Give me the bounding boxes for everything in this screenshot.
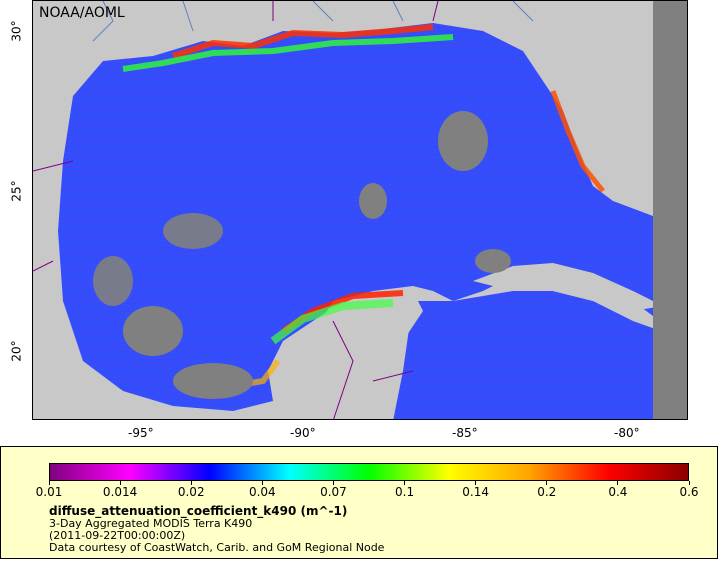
colorbar-tickmark xyxy=(404,481,406,485)
colorbar-tick-label: 0.14 xyxy=(462,485,490,499)
no-data-patch xyxy=(173,363,253,399)
colorbar-tick-label: 0.2 xyxy=(537,485,557,499)
no-data-patch xyxy=(163,213,223,249)
dataset-name: 3-Day Aggregated MODIS Terra K490 xyxy=(49,517,253,530)
no-data-patch xyxy=(475,249,511,273)
lat-label-25: 25° xyxy=(9,180,24,202)
map-canvas xyxy=(33,1,687,419)
colorbar-tickmark xyxy=(617,481,619,485)
variable-name: diffuse_attenuation_coefficient_k490 (m^… xyxy=(49,504,348,518)
yucatan-green-band xyxy=(270,299,394,345)
lon-label-85: -85° xyxy=(452,426,478,440)
cuba-island xyxy=(473,263,663,311)
colorbar-tickmark xyxy=(190,481,192,485)
colorbar-tickmark xyxy=(119,481,121,485)
data-courtesy: Data courtesy of CoastWatch, Carib. and … xyxy=(49,541,385,554)
colorbar-tickmark xyxy=(261,481,263,485)
colorbar xyxy=(49,463,689,481)
colorbar-tick-label: 0.014 xyxy=(102,485,138,499)
no-data-patch xyxy=(93,256,133,306)
colorbar-tickmark xyxy=(475,481,477,485)
legend-panel: 0.01 0.014 0.02 0.04 0.07 0.1 0.14 0.2 0.4 0.6 di… xyxy=(0,446,718,559)
colorbar-tick-label: 0.4 xyxy=(608,485,628,499)
map-credit: NOAA/AOML xyxy=(39,5,125,21)
colorbar-tick-label: 0.6 xyxy=(679,485,699,499)
colorbar-tickmark xyxy=(48,481,50,485)
lon-label-90: -90° xyxy=(290,426,316,440)
lat-label-30: 30° xyxy=(9,20,24,42)
no-data-patch xyxy=(123,306,183,356)
colorbar-tick-label: 0.1 xyxy=(395,485,415,499)
north-coast-green-band xyxy=(122,34,454,72)
yucatan-peninsula xyxy=(283,291,423,419)
time-stamp: (2011-09-22T00:00:00Z) xyxy=(49,529,186,542)
lat-label-20: 20° xyxy=(9,340,24,362)
map-plot-area[interactable]: NOAA/AOML xyxy=(32,0,688,420)
lon-label-80: -80° xyxy=(614,426,640,440)
florida-peninsula xyxy=(533,21,653,201)
florida-west-coast-high-k490 xyxy=(550,90,605,193)
no-data-patch xyxy=(653,1,687,419)
colorbar-tick-label: 0.01 xyxy=(35,485,63,499)
no-data-patch xyxy=(438,111,488,171)
caribbean-water xyxy=(393,291,687,419)
northern-coast-high-k490 xyxy=(172,24,434,59)
boundary-line xyxy=(33,1,439,419)
river-line xyxy=(92,1,534,42)
colorbar-tick-label: 0.04 xyxy=(248,485,276,499)
colorbar-tick-label: 0.07 xyxy=(320,485,347,499)
colorbar-tickmark xyxy=(332,481,334,485)
colorbar-tickmark xyxy=(546,481,548,485)
no-data-patch xyxy=(359,183,387,219)
colorbar-tickmark xyxy=(688,481,690,485)
lon-label-95: -95° xyxy=(128,426,154,440)
colorbar-tick-label: 0.02 xyxy=(177,485,205,499)
